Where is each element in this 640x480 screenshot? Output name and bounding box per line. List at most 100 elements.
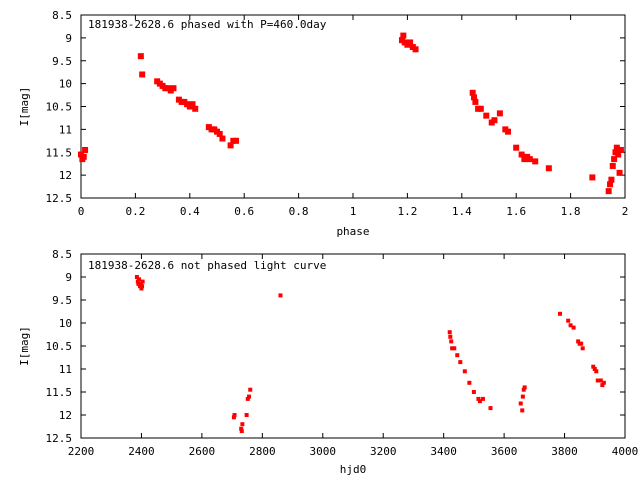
data-point xyxy=(591,364,596,369)
y-tick-label: 11 xyxy=(59,363,72,376)
data-point xyxy=(483,112,490,119)
data-point xyxy=(140,279,145,284)
data-point xyxy=(477,399,482,404)
x-axis-label: hjd0 xyxy=(340,463,367,476)
data-point xyxy=(139,286,144,291)
y-tick-label: 10 xyxy=(59,78,72,91)
data-point xyxy=(450,346,455,351)
data-point xyxy=(496,110,503,117)
y-tick-label: 9 xyxy=(65,271,72,284)
y-tick-label: 11 xyxy=(59,123,72,136)
data-point xyxy=(518,151,525,158)
data-point xyxy=(505,128,512,135)
data-point xyxy=(192,105,199,112)
data-point xyxy=(607,181,614,188)
data-point xyxy=(598,378,603,383)
data-point xyxy=(407,39,414,46)
x-tick-label: 2 xyxy=(622,205,629,218)
data-point xyxy=(595,378,600,383)
x-tick-label: 0.6 xyxy=(234,205,254,218)
data-point xyxy=(592,367,597,371)
data-point xyxy=(170,85,177,92)
data-point xyxy=(189,101,196,108)
data-point xyxy=(477,105,484,112)
plot-frame xyxy=(80,14,626,199)
data-point xyxy=(611,156,618,163)
data-point xyxy=(227,142,234,149)
x-tick-label: 3800 xyxy=(551,445,578,458)
data-point xyxy=(448,334,453,339)
data-point xyxy=(244,413,249,417)
x-tick-label: 3200 xyxy=(370,445,397,458)
data-point xyxy=(137,277,142,282)
data-point xyxy=(216,130,223,137)
data-point xyxy=(135,279,140,284)
x-axis-label: phase xyxy=(336,225,369,238)
data-point xyxy=(576,339,581,344)
y-tick-label: 12 xyxy=(59,409,72,422)
x-tick-label: 2400 xyxy=(128,445,155,458)
phased-light-curve-chart: 0 0.2 0.4 0.6 0.8 1 1.2 1.4 1.6 1.8 2 8.5 9 9.5 10 10.5… xyxy=(18,9,628,238)
data-point xyxy=(568,323,573,328)
data-point xyxy=(513,144,520,151)
plot-frame xyxy=(80,253,626,439)
data-point xyxy=(476,396,481,401)
data-point xyxy=(605,188,612,195)
data-point xyxy=(472,98,479,105)
y-tick-label: 9.5 xyxy=(52,55,72,68)
data-point xyxy=(412,46,419,53)
x-tick-label: 1.8 xyxy=(561,205,581,218)
data-point xyxy=(532,158,539,165)
x-tick-label: 2600 xyxy=(189,445,216,458)
x-tick-label: 0 xyxy=(78,205,85,218)
data-point xyxy=(231,415,236,420)
y-tick-label: 8.5 xyxy=(52,248,72,261)
data-point xyxy=(245,396,250,401)
data-point xyxy=(615,151,622,158)
data-point xyxy=(526,156,533,163)
y-tick-label: 9 xyxy=(65,32,72,45)
x-tick-label: 3000 xyxy=(310,445,337,458)
data-point xyxy=(455,353,460,358)
unphased-light-curve-chart: 2200 2400 2600 2800 3000 3200 3400 3600 3800 4000… xyxy=(18,248,638,476)
data-point xyxy=(139,71,146,78)
x-tick-label: 4000 xyxy=(612,445,639,458)
data-point xyxy=(469,89,476,96)
y-tick-label: 11.5 xyxy=(46,386,73,399)
data-point xyxy=(579,341,584,346)
data-point xyxy=(137,284,142,289)
y-tick-label: 8.5 xyxy=(52,9,72,22)
data-point xyxy=(134,275,139,279)
x-tick-label: 1 xyxy=(350,205,357,218)
x-tick-label: 0.2 xyxy=(125,205,145,218)
data-point xyxy=(471,94,478,101)
data-point xyxy=(136,281,141,286)
data-point xyxy=(520,408,525,413)
data-point xyxy=(613,144,620,151)
data-point xyxy=(480,396,485,401)
data-point xyxy=(566,318,571,323)
data-point xyxy=(278,293,283,298)
data-point xyxy=(449,339,454,344)
data-point xyxy=(248,387,253,392)
x-tick-label: 3400 xyxy=(430,445,457,458)
x-tick-label: 0.8 xyxy=(289,205,309,218)
data-point xyxy=(522,385,527,390)
data-point xyxy=(233,137,240,144)
data-point xyxy=(488,406,493,411)
y-tick-label: 12.5 xyxy=(46,192,73,205)
y-tick-label: 10.5 xyxy=(46,101,73,114)
data-point xyxy=(458,360,463,365)
data-point xyxy=(138,281,143,286)
data-point xyxy=(609,162,616,169)
x-tick-label: 2200 xyxy=(68,445,95,458)
data-point xyxy=(447,330,452,335)
data-point xyxy=(616,169,623,176)
data-point xyxy=(571,325,576,330)
data-point xyxy=(247,394,252,399)
data-point xyxy=(617,146,624,153)
data-point xyxy=(452,346,457,351)
y-tick-label: 9.5 xyxy=(52,294,72,307)
data-point xyxy=(219,135,226,142)
